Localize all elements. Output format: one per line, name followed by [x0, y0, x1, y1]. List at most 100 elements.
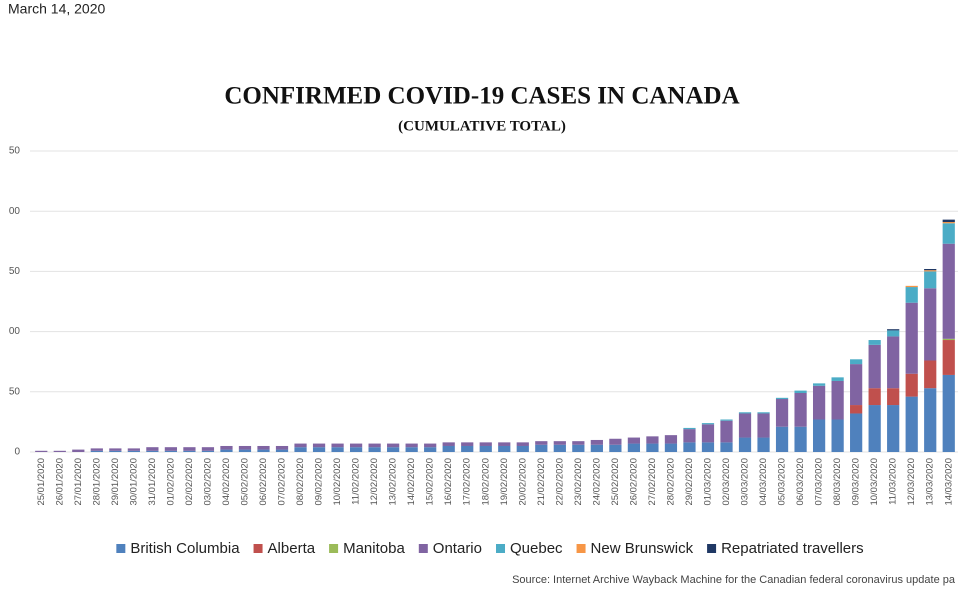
bar-segment: [201, 450, 215, 452]
bar-segment: [942, 222, 955, 224]
bar-segment: [942, 243, 955, 339]
bar-segment: [609, 444, 622, 452]
x-tick-label: 08/03/2020: [832, 458, 843, 506]
bar-segment: [720, 419, 733, 421]
bar-segment: [516, 442, 529, 446]
bar-segment: [257, 449, 270, 452]
legend-swatch: [496, 544, 506, 553]
x-tick-label: 30/01/2020: [128, 458, 139, 506]
legend-label: British Columbia: [130, 540, 240, 557]
bar-segment: [868, 405, 881, 452]
bar-segment: [257, 445, 270, 450]
legend-label: New Brunswick: [591, 540, 694, 557]
bar-segment: [238, 445, 252, 450]
bar-segment: [53, 450, 66, 452]
y-tick-label: 00: [9, 326, 21, 337]
x-tick-label: 21/02/2020: [536, 458, 547, 506]
bar-segment: [294, 447, 307, 452]
x-tick-label: 01/02/2020: [165, 458, 176, 506]
bar-segment: [775, 399, 789, 427]
bar-segment: [794, 426, 807, 452]
bar-segment: [146, 450, 159, 452]
x-tick-label: 22/02/2020: [554, 458, 565, 506]
bar-segment: [498, 442, 511, 446]
bar-segment: [775, 397, 789, 400]
bar-segment: [479, 442, 492, 446]
chart-title: CONFIRMED COVID-19 CASES IN CANADA: [224, 83, 739, 110]
bar-segment: [387, 443, 400, 448]
x-tick-label: 27/01/2020: [73, 458, 84, 506]
bar-segment: [35, 450, 48, 452]
source-note: Source: Internet Archive Wayback Machine…: [512, 574, 956, 586]
x-tick-label: 07/02/2020: [277, 458, 288, 506]
bar-segment: [220, 445, 233, 450]
bar-segment: [164, 447, 178, 451]
bar-segment: [850, 405, 863, 414]
bar-segment: [868, 388, 881, 406]
bar-segment: [349, 447, 363, 452]
bar-segment: [831, 419, 844, 452]
legend-swatch: [418, 544, 428, 553]
bar-segment: [331, 443, 344, 448]
bar-segment: [572, 441, 585, 445]
x-tick-label: 15/02/2020: [425, 458, 436, 506]
bar-segment: [794, 393, 807, 427]
bar-segment: [183, 447, 196, 451]
bar-segment: [405, 447, 418, 452]
x-tick-label: 03/02/2020: [202, 458, 213, 506]
x-tick-label: 12/03/2020: [906, 458, 917, 506]
x-tick-label: 27/02/2020: [647, 458, 658, 506]
x-tick-label: 01/03/2020: [702, 458, 713, 506]
bar-segment: [590, 444, 603, 452]
bar-segment: [831, 380, 844, 420]
legend-swatch: [707, 544, 717, 553]
bar-segment: [924, 388, 937, 452]
bar-segment: [812, 383, 826, 386]
bar-segment: [294, 443, 307, 448]
bar-segment: [664, 435, 678, 444]
bar-segment: [942, 374, 955, 452]
legend-swatch: [253, 544, 263, 553]
bar-segment: [90, 448, 103, 451]
x-tick-label: 12/02/2020: [369, 458, 380, 506]
bar-segment: [683, 427, 696, 430]
x-tick-label: 11/02/2020: [351, 458, 362, 505]
x-tick-label: 06/02/2020: [258, 458, 269, 506]
bar-segment: [609, 438, 622, 445]
x-tick-label: 04/03/2020: [758, 458, 769, 506]
bar-segment: [424, 443, 437, 448]
x-tick-label: 20/02/2020: [517, 458, 528, 506]
x-tick-label: 11/03/2020: [888, 458, 899, 505]
bar-segment: [942, 219, 955, 223]
bar-segment: [924, 270, 937, 272]
bar-segment: [757, 412, 770, 414]
bar-segment: [553, 444, 566, 452]
bar-segment: [442, 445, 455, 452]
bar-segment: [553, 441, 566, 445]
bar-segment: [90, 450, 103, 452]
legend-label: Repatriated travellers: [721, 540, 864, 557]
bar-segment: [683, 442, 696, 452]
bar-segment: [627, 443, 641, 452]
bar-segment: [368, 443, 381, 448]
y-tick-label: 50: [9, 386, 21, 397]
x-tick-label: 03/03/2020: [740, 458, 751, 506]
legend-label: Ontario: [433, 540, 482, 557]
legend-swatch: [576, 544, 586, 553]
bar-segment: [887, 329, 900, 331]
bar-segment: [572, 444, 585, 452]
bar-segment: [905, 396, 918, 452]
bar-segment: [275, 445, 289, 450]
bar-segment: [349, 443, 363, 448]
bar-segment: [275, 449, 289, 452]
bar-segment: [127, 450, 140, 452]
bar-segment: [109, 450, 122, 452]
bar-segment: [794, 390, 807, 394]
bar-segment: [812, 385, 826, 420]
x-tick-label: 29/01/2020: [110, 458, 121, 506]
bar-segment: [738, 412, 752, 414]
x-tick-label: 10/03/2020: [869, 458, 880, 506]
x-tick-label: 17/02/2020: [462, 458, 473, 506]
x-tick-label: 13/02/2020: [388, 458, 399, 506]
